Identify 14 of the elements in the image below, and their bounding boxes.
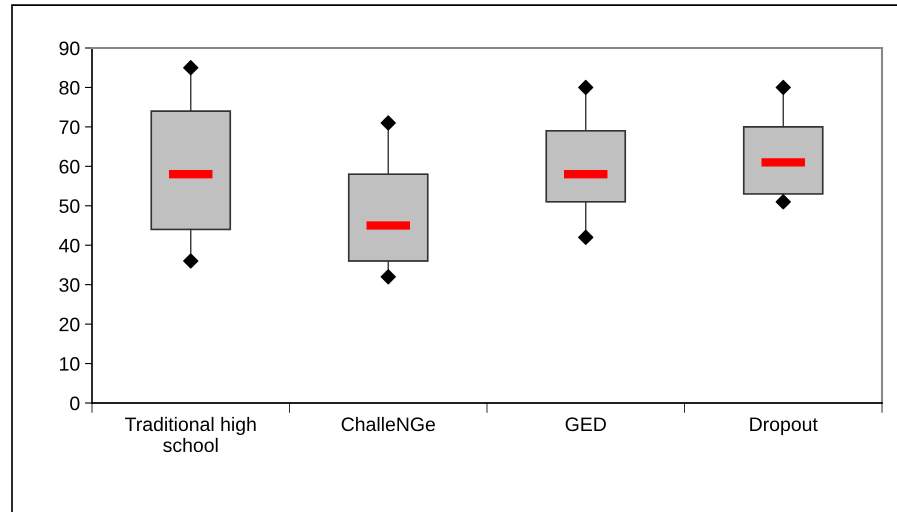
x-tick-label: Traditional high school: [125, 416, 256, 452]
y-tick-label: 80: [59, 80, 80, 95]
y-tick-label: 90: [59, 41, 80, 56]
y-tick-label: 0: [70, 396, 80, 410]
y-tick-label: 50: [59, 199, 80, 214]
y-tick-label: 10: [60, 357, 80, 371]
x-tick-label: GED: [566, 417, 606, 432]
y-tick-label: 20: [60, 318, 80, 332]
x-tick-label: ChalleNGe: [342, 416, 435, 432]
y-tick-label: 40: [59, 238, 80, 252]
y-tick-label: 30: [59, 278, 80, 292]
y-tick-label: 60: [60, 160, 80, 174]
y-tick-label: 70: [60, 120, 80, 134]
x-tick-label: Dropout: [750, 418, 818, 436]
